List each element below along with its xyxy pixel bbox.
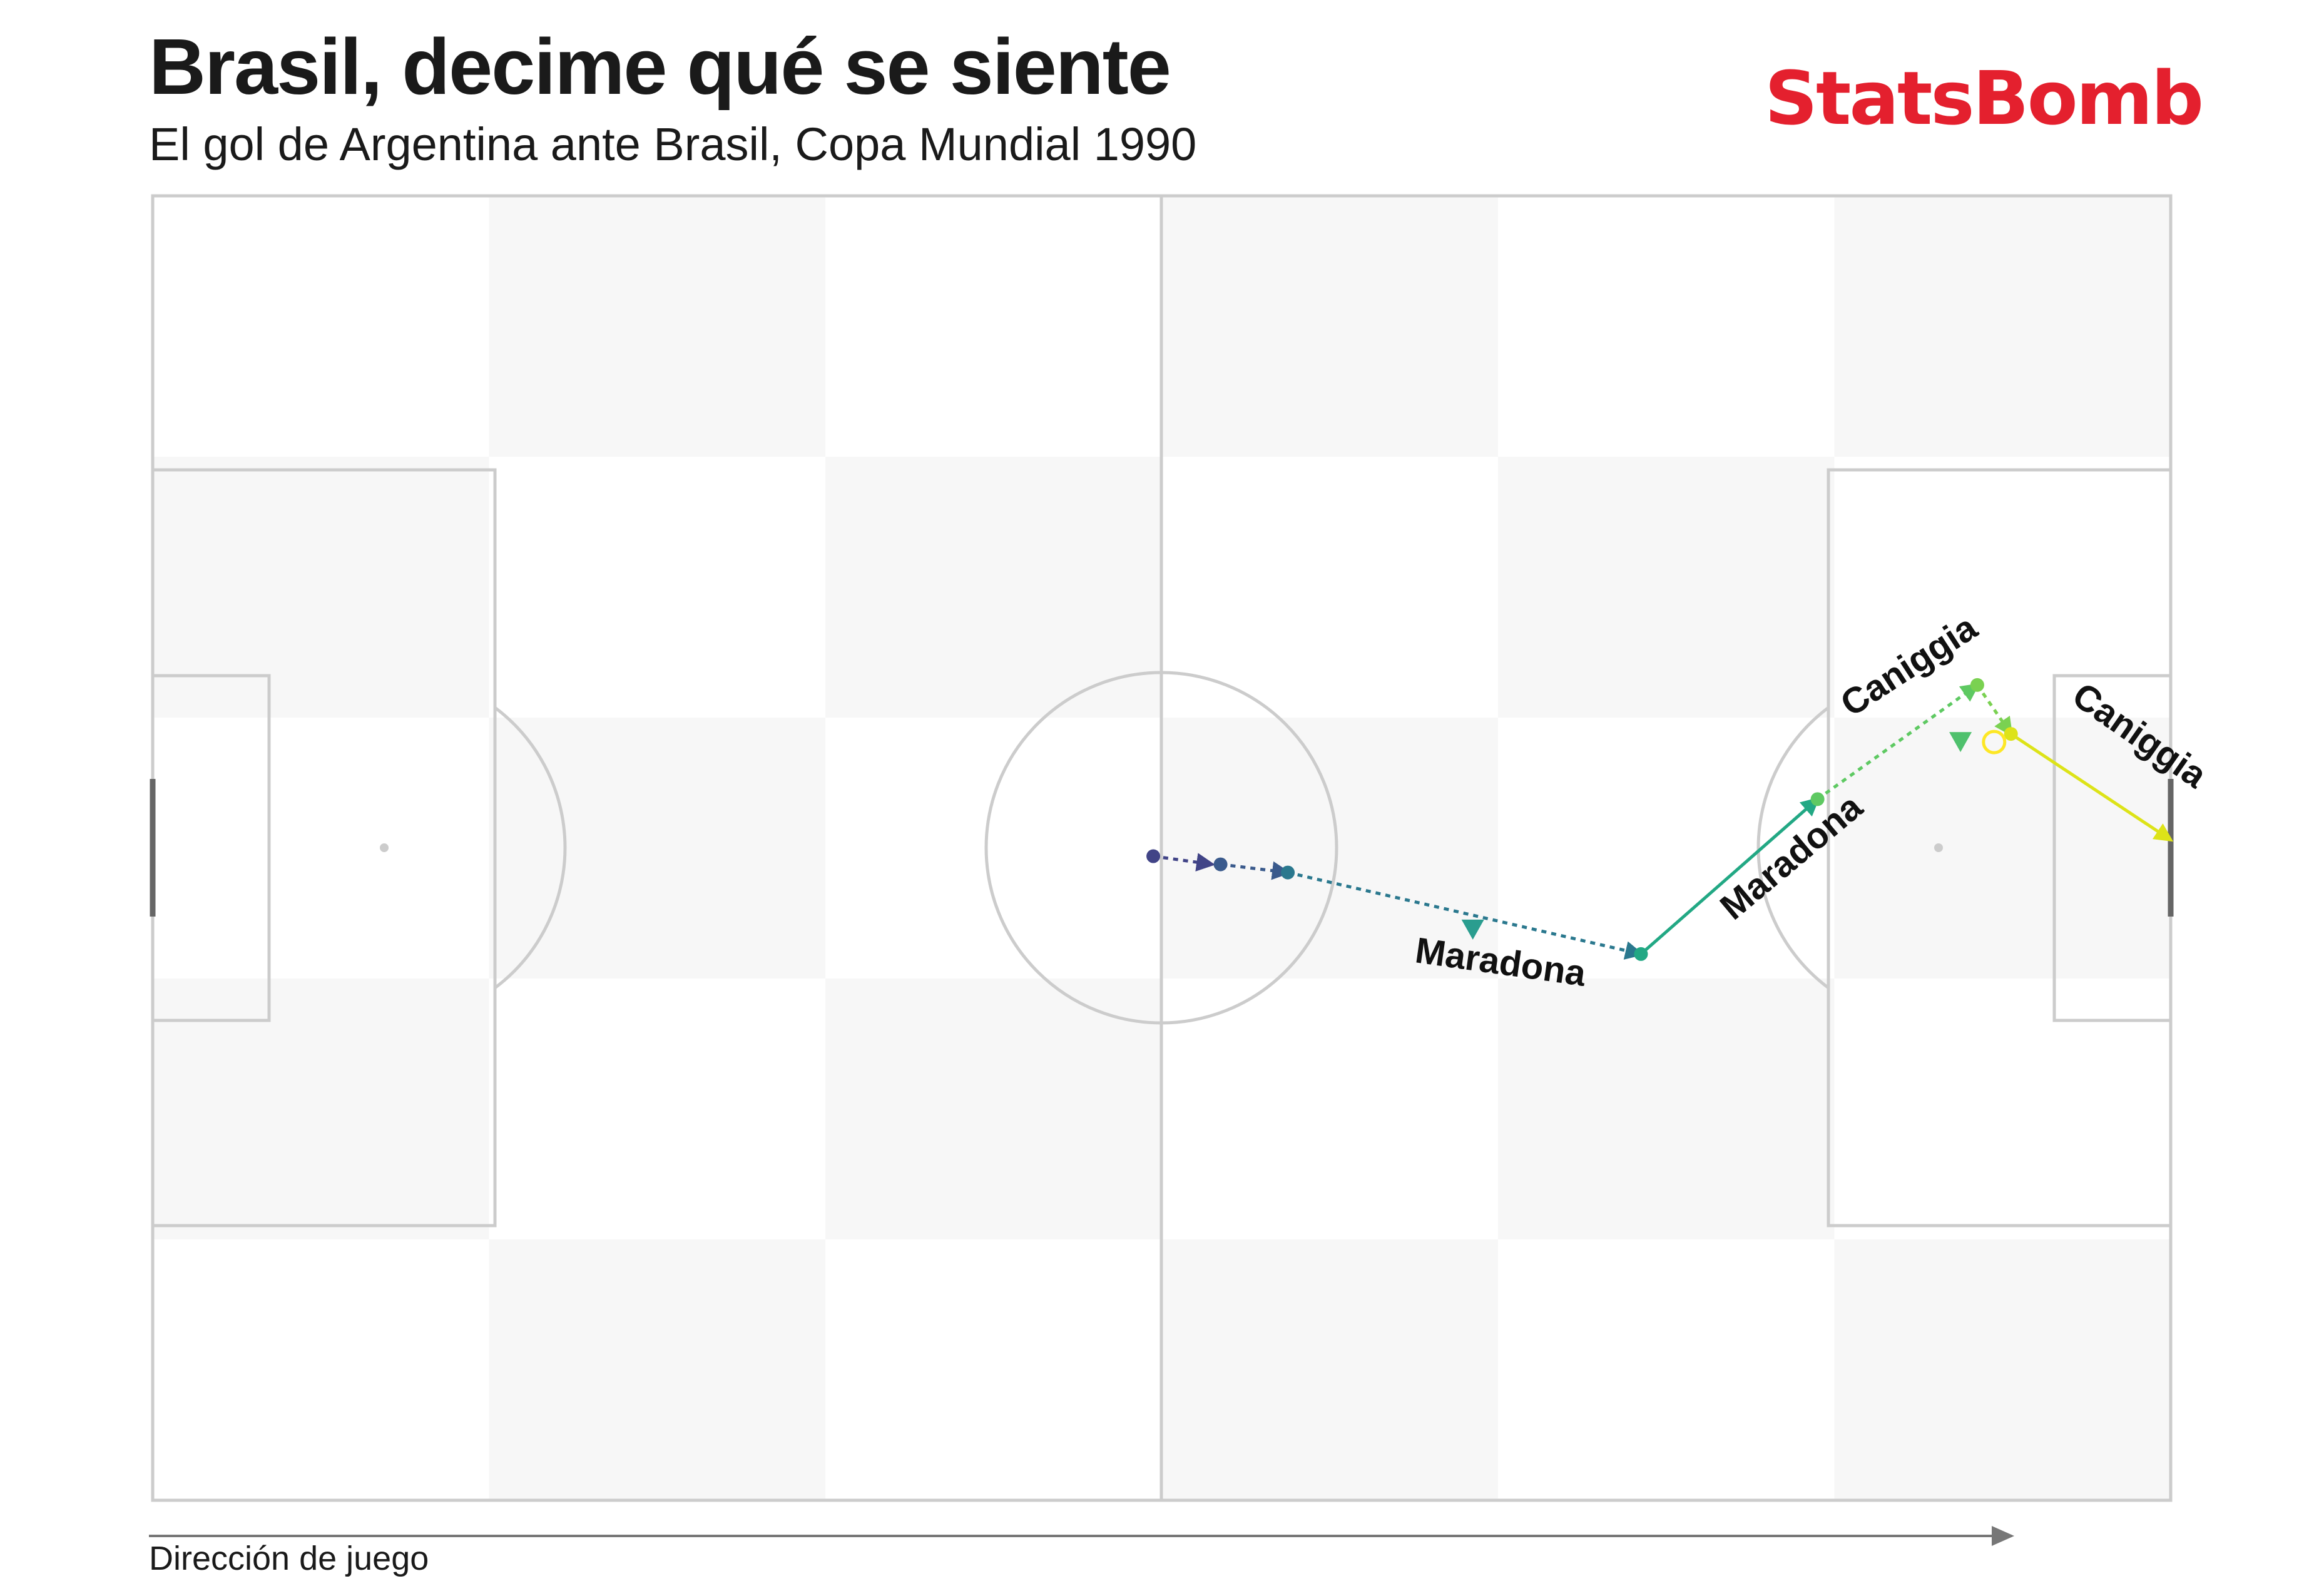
- page-title: Brasil, decime qué se siente: [149, 23, 1171, 111]
- pitch-stripe: [1161, 718, 1498, 978]
- event-start-point: [1810, 792, 1825, 806]
- pitch-stripe: [1834, 196, 2171, 457]
- left-penalty-arc: [494, 706, 567, 989]
- event-carry-line: [1287, 871, 1644, 960]
- left-six-yard-box: [151, 674, 271, 1022]
- event-start-point: [2004, 727, 2018, 741]
- right-penalty-spot: [1934, 843, 1943, 852]
- pitch-stripe: [1834, 1239, 2171, 1500]
- pitch-stripe: [153, 457, 489, 718]
- event-start-point: [1634, 947, 1648, 961]
- center-circle: [984, 671, 1338, 1025]
- pitch-stripe: [825, 457, 1162, 718]
- pitch-stripe: [1834, 718, 2171, 978]
- pitch-stripe: [1161, 1239, 1498, 1500]
- pitch-stripes: [153, 196, 2171, 1500]
- pitch-stripe: [489, 718, 825, 978]
- event-pass-line: [1639, 797, 1820, 955]
- pitch-stripe: [825, 978, 1162, 1239]
- event-start-point: [1146, 849, 1161, 863]
- event-shot-line: [2010, 732, 2174, 842]
- direction-label: Dirección de juego: [149, 1540, 429, 1577]
- ball-receipt-marker: [1982, 729, 2007, 755]
- event-layer: [1146, 678, 2174, 961]
- event-start-point: [1970, 678, 1984, 692]
- event-start-point: [1213, 857, 1228, 872]
- player-label: Caniggia: [1833, 607, 1984, 724]
- pitch-stripe: [153, 978, 489, 1239]
- pitch-stripe: [1498, 978, 1835, 1239]
- event-start-point: [1281, 865, 1295, 880]
- event-carry-line: [1817, 683, 1980, 801]
- left-penalty-spot: [380, 843, 389, 852]
- event-carry-line: [1220, 861, 1292, 880]
- pitch-stripe: [489, 196, 825, 457]
- right-penalty-arc: [1756, 706, 1830, 989]
- pitch-stripe: [489, 1239, 825, 1500]
- pressure-marker: [1949, 732, 1972, 753]
- pitch-stripe: [1161, 196, 1498, 457]
- page-subtitle: El gol de Argentina ante Brasil, Copa Mu…: [149, 118, 1197, 170]
- pressure-marker: [1461, 919, 1484, 940]
- pitch-stripe: [1498, 457, 1835, 718]
- statsbomb-logo: StatsBomb: [1765, 55, 2204, 141]
